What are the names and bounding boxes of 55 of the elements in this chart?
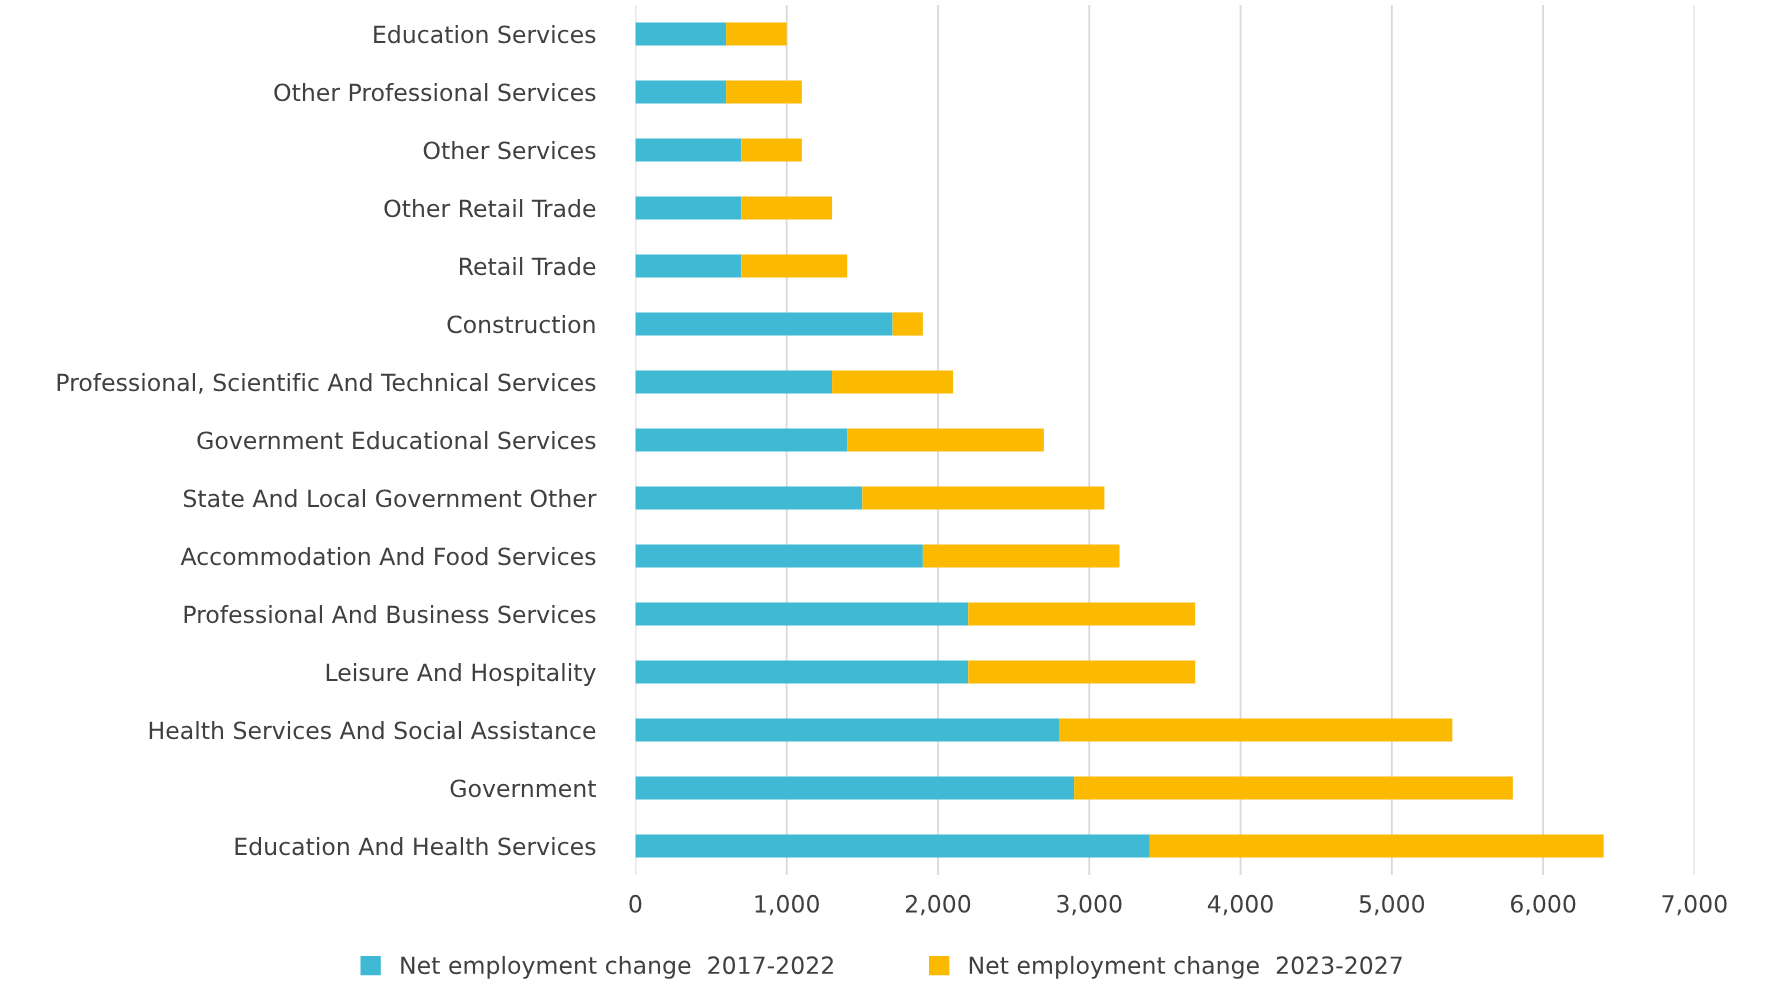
bar [635, 22, 727, 46]
bar [635, 138, 742, 162]
legend-label: Net employment change 2023-2027 [969, 955, 1402, 979]
bar [968, 660, 1196, 684]
x-tick-label: 7,000 [1662, 894, 1727, 916]
y-tick-label: Other Services [423, 141, 596, 160]
y-tick-label: Professional And Business Services [184, 605, 596, 624]
y-tick-label: Health Services And Social Assistance [149, 721, 596, 740]
bar [1059, 718, 1453, 742]
bar [635, 80, 727, 104]
bar [635, 312, 893, 336]
y-tick-label: Construction [447, 315, 595, 334]
bar [635, 486, 863, 510]
y-tick-label: Other Professional Services [274, 83, 596, 102]
x-tick-label: 6,000 [1510, 894, 1576, 916]
bar [832, 370, 954, 394]
bar [862, 486, 1105, 510]
bar [635, 718, 1059, 742]
y-tick-label: Government Educational Services [197, 431, 596, 450]
x-tick-label: 5,000 [1359, 894, 1425, 916]
bar [922, 544, 1120, 568]
x-tick-label: 2,000 [905, 894, 971, 916]
y-tick-label: Education And Health Services [235, 837, 596, 856]
bar [1074, 776, 1513, 800]
bar [635, 602, 969, 626]
bar [635, 370, 833, 394]
bar [726, 22, 787, 46]
legend-label: Net employment change 2017-2022 [401, 955, 833, 979]
y-tick-label: Government [450, 779, 596, 798]
y-tick-label: Professional, Scientific And Technical Services [57, 373, 596, 394]
bar [741, 138, 802, 162]
x-tick-label: 0 [629, 894, 642, 913]
y-tick-label: Retail Trade [459, 257, 596, 276]
bar [635, 254, 742, 278]
y-tick-label: State And Local Government Other [183, 489, 597, 508]
y-tick-label: Accommodation And Food Services [180, 547, 596, 566]
bar [635, 660, 969, 684]
bar [968, 602, 1196, 626]
x-tick-label: 3,000 [1057, 894, 1122, 916]
bar [1149, 834, 1604, 858]
bar [741, 254, 848, 278]
bar [892, 312, 923, 336]
bar [635, 196, 742, 220]
bar [635, 776, 1075, 800]
bar [847, 428, 1044, 452]
y-tick-label: Other Retail Trade [384, 199, 596, 218]
bar [635, 834, 1150, 858]
bar [741, 196, 833, 220]
y-tick-label: Leisure And Hospitality [326, 663, 596, 686]
bar [635, 428, 848, 452]
y-tick-label: Education Services [374, 25, 596, 44]
x-tick-label: 4,000 [1207, 894, 1273, 916]
bar [635, 544, 923, 568]
bar [726, 80, 802, 104]
x-tick-label: 1,000 [755, 894, 819, 916]
